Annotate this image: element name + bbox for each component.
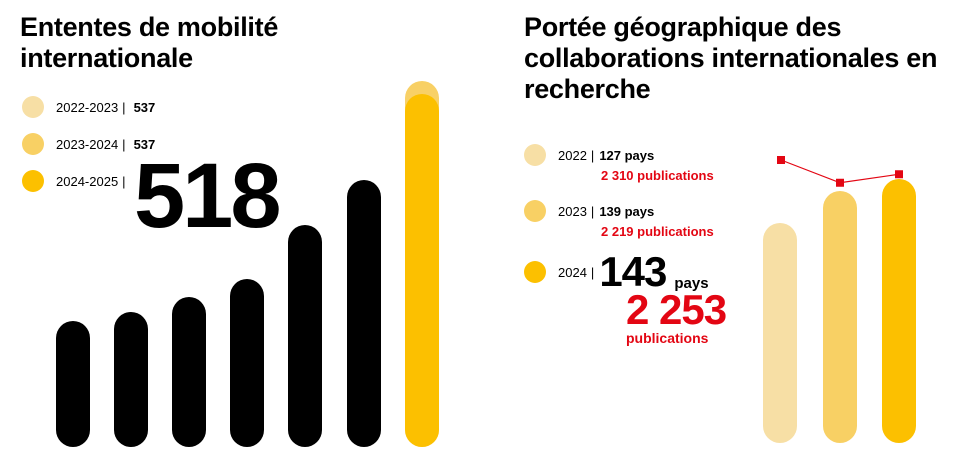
legend-countries: 127 pays xyxy=(599,147,655,163)
legend-separator: | xyxy=(122,99,126,115)
legend-item-2022-2023: 2022-2023 | 537 xyxy=(22,96,155,118)
history-bar xyxy=(56,321,90,447)
history-bar xyxy=(347,180,381,447)
legend-value: 537 xyxy=(133,99,156,115)
legend-publications: 2 310 publications xyxy=(601,168,714,183)
legend-item-2024: 2024 | 143 pays 2 253 publications xyxy=(524,248,784,362)
bar-2024 xyxy=(882,179,916,443)
publications-marker-2024 xyxy=(895,170,903,179)
legend-separator: | xyxy=(590,147,595,163)
legend-item-2022: 2022 | 127 pays 2 310 publications xyxy=(524,144,714,183)
legend-year: 2022-2023 xyxy=(56,99,119,115)
bar-2022 xyxy=(763,223,797,443)
mobility-title: Ententes de mobilité internationale xyxy=(20,12,279,73)
highlight-countries-unit: pays xyxy=(674,275,709,292)
bar-2023 xyxy=(823,191,857,443)
legend-separator: | xyxy=(122,136,126,152)
research-title: Portée géographique des collaborations i… xyxy=(524,12,938,104)
legend-year: 2024 xyxy=(558,264,587,280)
legend-countries: 139 pays xyxy=(599,203,655,219)
legend-dot-2023-2024 xyxy=(22,133,44,155)
legend-publications: 2 219 publications xyxy=(601,224,714,239)
history-bar xyxy=(288,225,322,447)
legend-dot-2023 xyxy=(524,200,546,222)
highlight-countries-value: 143 xyxy=(599,248,667,295)
research-bar-chart xyxy=(763,156,916,443)
publications-marker-2022 xyxy=(777,156,785,164)
publications-marker-2023 xyxy=(836,178,844,187)
legend-item-2023-2024: 2023-2024 | 537 xyxy=(22,133,155,155)
legend-value: 537 xyxy=(133,136,156,152)
research-panel: Portée géographique des collaborations i… xyxy=(500,0,968,474)
legend-year: 2023-2024 xyxy=(56,136,119,152)
legend-separator: | xyxy=(122,173,126,189)
legend-dot-2024-2025 xyxy=(22,170,44,192)
mobility-bar-chart xyxy=(56,81,439,448)
mobility-big-number: 518 xyxy=(134,145,281,247)
legend-dot-2022 xyxy=(524,144,546,166)
highlight-publications-unit: publications xyxy=(626,330,709,346)
legend-item-2023: 2023 | 139 pays 2 219 publications xyxy=(524,200,714,239)
legend-dot-2022-2023 xyxy=(22,96,44,118)
legend-item-2024-2025: 2024-2025 | xyxy=(22,170,134,192)
legend-year: 2023 xyxy=(558,203,587,219)
legend-dot-2024 xyxy=(524,261,546,283)
legend-year: 2024-2025 xyxy=(56,173,119,189)
history-bar xyxy=(172,297,206,447)
legend-separator: | xyxy=(590,264,595,280)
legend-separator: | xyxy=(590,203,595,219)
mobility-panel: Ententes de mobilité internationale 2022… xyxy=(0,0,470,474)
history-bar xyxy=(230,279,264,447)
highlight-publications-value: 2 253 xyxy=(626,286,727,333)
bar-2024-2025 xyxy=(405,93,439,448)
legend-year: 2022 xyxy=(558,147,587,163)
history-bar xyxy=(114,312,148,447)
